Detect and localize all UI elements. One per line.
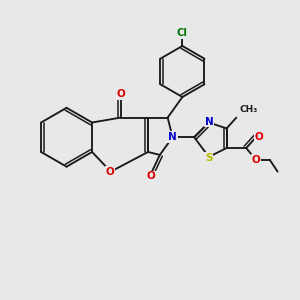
Text: O: O: [255, 132, 263, 142]
Text: O: O: [105, 167, 114, 177]
Text: O: O: [116, 89, 125, 99]
Text: N: N: [205, 116, 213, 127]
Text: O: O: [252, 155, 260, 165]
Text: N: N: [168, 132, 177, 142]
Text: CH₃: CH₃: [239, 105, 258, 114]
Text: S: S: [205, 153, 213, 163]
Text: O: O: [147, 172, 155, 182]
Text: Cl: Cl: [177, 28, 188, 38]
